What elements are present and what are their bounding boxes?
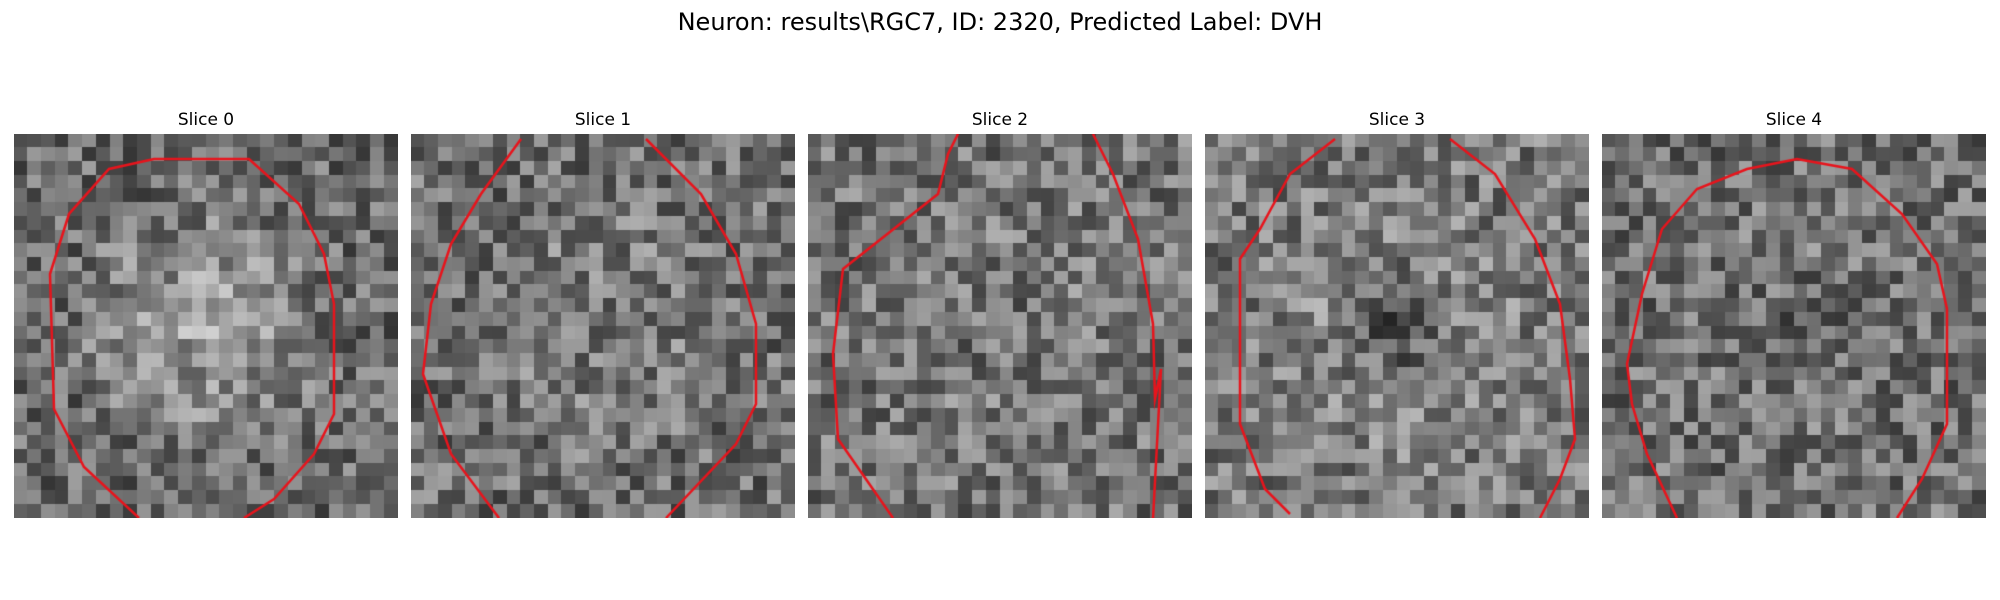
slice-panel-2: Slice 2 [808,110,1192,518]
slice-panel-4: Slice 4 [1602,110,1986,518]
slice-title-3: Slice 3 [1368,110,1426,130]
slice-title-2: Slice 2 [971,110,1029,130]
slice-title-4: Slice 4 [1765,110,1823,130]
slice-panel-3: Slice 3 [1205,110,1589,518]
slice-title-1: Slice 1 [574,110,632,130]
slice-image-4 [1602,134,1986,518]
slice-image-0 [14,134,398,518]
slice-image-1 [411,134,795,518]
slice-panel-0: Slice 0 [14,110,398,518]
figure-title: Neuron: results\RGC7, ID: 2320, Predicte… [677,8,1323,36]
slice-image-3 [1205,134,1589,518]
slice-panel-1: Slice 1 [411,110,795,518]
slice-title-0: Slice 0 [177,110,235,130]
slice-image-2 [808,134,1192,518]
